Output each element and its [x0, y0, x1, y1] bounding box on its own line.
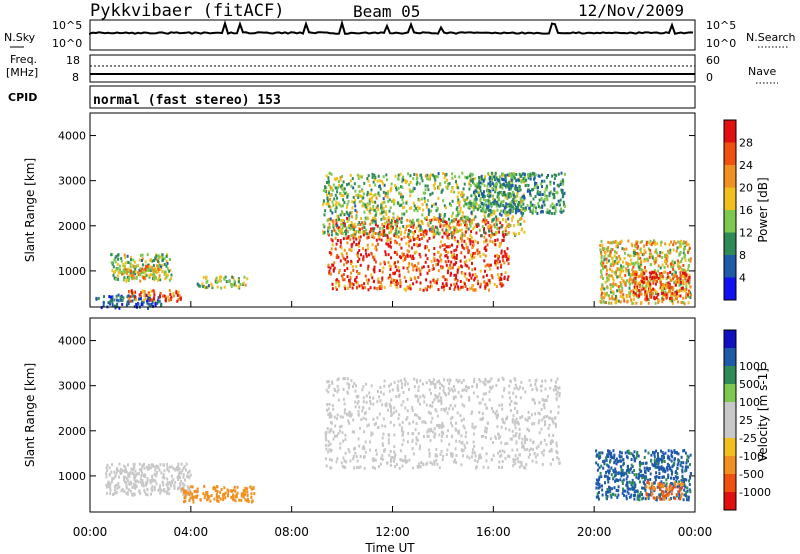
freq-tick-top: 18: [66, 54, 80, 67]
ytick-label: 2000: [58, 220, 86, 233]
velocity-colorbar-frame: [723, 329, 737, 511]
freq-strip-frame: [89, 54, 696, 83]
velocity-colorbar-swatch: [724, 402, 736, 420]
nave-label: Nave: [748, 65, 776, 78]
xtick-label: 12:00: [375, 525, 410, 539]
power-echo-region: [128, 289, 182, 303]
velocity-colorbar-tick: 1000: [739, 360, 767, 373]
ytick-label: 3000: [58, 175, 86, 188]
ytick-label: 1000: [58, 470, 86, 483]
velocity-colorbar-tick: -1000: [739, 486, 771, 499]
noise-strip-frame: [89, 19, 696, 51]
noise-tick-left-top: 10^5: [52, 19, 82, 32]
power-echo-region: [95, 293, 163, 310]
velocity-echo-region: [645, 480, 685, 502]
velocity-y-axis: 1000 2000 3000 4000: [58, 335, 695, 483]
cpid-label: CPID: [8, 91, 37, 104]
freq-tick-bottom: 8: [72, 71, 79, 84]
power-colorbar-swatch: [724, 277, 736, 300]
velocity-colorbar: -1000 -500 -100 -25 25 100 500 1000: [723, 329, 771, 511]
velocity-echo-region: [595, 449, 692, 502]
power-colorbar-swatch: [724, 210, 736, 233]
power-colorbar-tick: 12: [739, 227, 753, 240]
velocity-colorbar-swatch: [724, 330, 736, 348]
power-colorbar-swatch: [724, 142, 736, 165]
noise-tick-left-bottom: 10^0: [52, 37, 82, 50]
velocity-colorbar-swatch: [724, 474, 736, 492]
velocity-colorbar-swatch: [724, 438, 736, 456]
power-colorbar-tick: 20: [739, 182, 753, 195]
velocity-colorbar-swatch: [724, 420, 736, 438]
power-echo-region: [120, 264, 162, 281]
noise-sky-line: [89, 19, 694, 35]
noise-tick-right-top: 10^5: [706, 19, 736, 32]
xtick-label: 00:00: [73, 525, 108, 539]
xtick-label: 16:00: [476, 525, 511, 539]
power-heatmap: [95, 171, 692, 310]
xtick-label: 00:00: [678, 525, 713, 539]
cpid-strip-frame: [89, 85, 696, 109]
power-colorbar: 4 8 12 16 20 24 28: [723, 119, 753, 301]
velocity-colorbar-tick: 100: [739, 396, 760, 409]
velocity-colorbar-label: Velocity [m s-1]: [756, 368, 770, 462]
velocity-colorbar-swatch: [724, 456, 736, 474]
power-colorbar-swatch: [724, 120, 736, 143]
power-colorbar-swatch: [724, 187, 736, 210]
velocity-colorbar-swatch: [724, 384, 736, 402]
velocity-echo-region: [181, 484, 256, 504]
velocity-colorbar-swatch: [724, 366, 736, 384]
nsky-label: N.Sky: [4, 31, 36, 44]
power-echo-region: [632, 270, 692, 301]
beam-label: Beam 05: [353, 2, 420, 21]
power-colorbar-swatch: [724, 165, 736, 188]
station-title: Pykkvibaer (fitACF): [90, 1, 284, 21]
power-colorbar-tick: 8: [739, 249, 746, 262]
velocity-ylabel: Slant Range [km]: [23, 363, 37, 467]
freq-label: Freq.: [10, 53, 37, 66]
power-panel-frame: [89, 112, 696, 308]
time-x-axis: 00:00 04:00 08:00 12:00 16:00 20:00 00:00: [73, 301, 713, 539]
power-colorbar-tick: 24: [739, 159, 753, 172]
time-xlabel: Time UT: [364, 541, 415, 554]
ytick-label: 4000: [58, 130, 86, 143]
power-echo-region: [327, 216, 511, 292]
power-echo-region: [599, 239, 692, 306]
velocity-colorbar-tick: -500: [739, 468, 764, 481]
power-colorbar-tick: 16: [739, 204, 753, 217]
power-echo-region: [468, 171, 566, 216]
velocity-colorbar-swatch: [724, 348, 736, 366]
nsearch-label: N.Search: [746, 31, 796, 44]
nave-tick-bottom: 0: [706, 71, 713, 84]
freq-unit-label: [MHz]: [6, 66, 38, 79]
power-colorbar-swatch: [724, 255, 736, 278]
velocity-heatmap: [105, 376, 692, 504]
power-colorbar-tick: 4: [739, 272, 746, 285]
power-ylabel: Slant Range [km]: [23, 158, 37, 262]
velocity-colorbar-tick: -100: [739, 450, 764, 463]
xtick-label: 08:00: [274, 525, 309, 539]
power-colorbar-frame: [723, 119, 737, 301]
date-label: 12/Nov/2009: [578, 1, 684, 20]
velocity-colorbar-swatch: [724, 492, 736, 510]
power-y-axis: 1000 2000 3000 4000: [58, 130, 695, 278]
velocity-echo-region: [105, 462, 193, 497]
ytick-label: 4000: [58, 335, 86, 348]
ytick-label: 3000: [58, 380, 86, 393]
velocity-colorbar-tick: -25: [739, 432, 757, 445]
velocity-echo-region: [324, 376, 561, 470]
xtick-label: 20:00: [577, 525, 612, 539]
velocity-colorbar-tick: 25: [739, 414, 753, 427]
power-echo-region: [196, 275, 249, 290]
nave-tick-top: 60: [706, 54, 720, 67]
cpid-value: normal (fast stereo) 153: [93, 93, 281, 108]
power-colorbar-label: Power [dB]: [756, 177, 770, 242]
power-colorbar-tick: 28: [739, 137, 753, 150]
xtick-label: 04:00: [174, 525, 209, 539]
power-colorbar-swatch: [724, 232, 736, 255]
noise-tick-right-bottom: 10^0: [706, 37, 736, 50]
velocity-colorbar-tick: 500: [739, 378, 760, 391]
ytick-label: 1000: [58, 265, 86, 278]
ytick-label: 2000: [58, 425, 86, 438]
